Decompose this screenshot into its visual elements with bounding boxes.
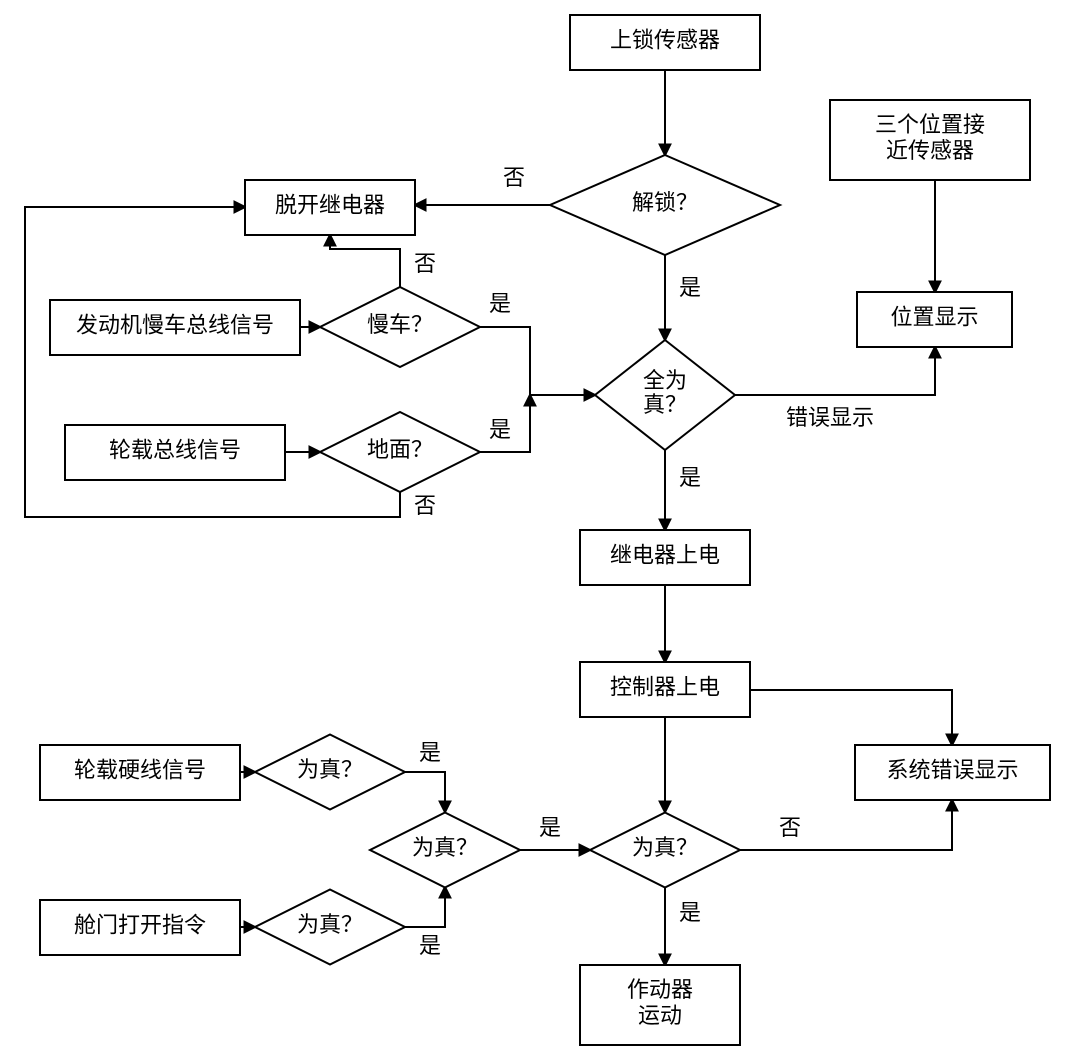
- node-label-door_cmd: 舱门打开指令: [74, 913, 206, 938]
- node-label-ctrl_true: 为真？: [632, 835, 698, 860]
- node-label-wheel_bus_sig: 轮载总线信号: [109, 438, 241, 463]
- edge-door_true-merge_true-2: [405, 887, 445, 927]
- node-label-all_true: 真？: [643, 392, 687, 417]
- node-label-ctrl_power: 控制器上电: [610, 675, 720, 700]
- edge-ctrl_true-sys_err-2: [740, 800, 952, 850]
- node-label-ground: 地面？: [367, 437, 433, 462]
- node-label-relay_power: 继电器上电: [610, 543, 720, 568]
- edge-label-all_true-relay_power: 是: [679, 465, 701, 490]
- node-label-prox_sensor: 三个位置接: [875, 112, 985, 137]
- node-label-idle: 慢车？: [367, 312, 433, 337]
- edge-all_true-pos_display: [735, 347, 935, 395]
- node-label-merge_true: 为真？: [412, 835, 478, 860]
- edge-label-door_true-merge_true-2: 是: [419, 933, 441, 958]
- node-label-unlock: 解锁？: [632, 190, 698, 215]
- edge-idle-disc_relay: [330, 235, 400, 287]
- node-label-sys_err: 系统错误显示: [886, 758, 1018, 783]
- edge-ctrl_power-sys_err: [750, 690, 952, 745]
- node-label-actuator: 作动器: [627, 977, 693, 1002]
- edge-label-ground-disc_relay-2: 否: [414, 493, 436, 518]
- edge-label-all_true-pos_display: 错误显示: [786, 405, 874, 430]
- edge-idle-all_true-1: [480, 327, 595, 395]
- node-label-door_true: 为真？: [297, 912, 363, 937]
- edge-label-unlock-disc_relay: 否: [503, 165, 525, 190]
- node-label-lock_sensor: 上锁传感器: [610, 28, 720, 53]
- node-label-pos_display: 位置显示: [890, 305, 978, 330]
- node-label-hw_true: 为真？: [297, 757, 363, 782]
- node-label-disc_relay: 脱开继电器: [275, 193, 385, 218]
- node-label-eng_idle_sig: 发动机慢车总线信号: [76, 313, 274, 338]
- node-label-all_true: 全为: [643, 368, 687, 393]
- edge-label-hw_true-merge_true: 是: [419, 740, 441, 765]
- edge-label-ctrl_true-actuator: 是: [679, 900, 701, 925]
- edge-label-merge_true-ctrl_true: 是: [539, 815, 561, 840]
- node-label-prox_sensor: 近传感器: [886, 138, 974, 163]
- edge-label-ground-all_true-2: 是: [489, 417, 511, 442]
- edge-hw_true-merge_true: [405, 772, 445, 812]
- edge-label-unlock-all_true: 是: [679, 275, 701, 300]
- edge-label-ctrl_true-sys_err-2: 否: [779, 815, 801, 840]
- node-label-wheel_hw_sig: 轮载硬线信号: [74, 758, 206, 783]
- edge-label-idle-all_true-1: 是: [489, 291, 511, 316]
- edge-label-idle-disc_relay: 否: [414, 251, 436, 276]
- node-label-actuator: 运动: [638, 1003, 682, 1028]
